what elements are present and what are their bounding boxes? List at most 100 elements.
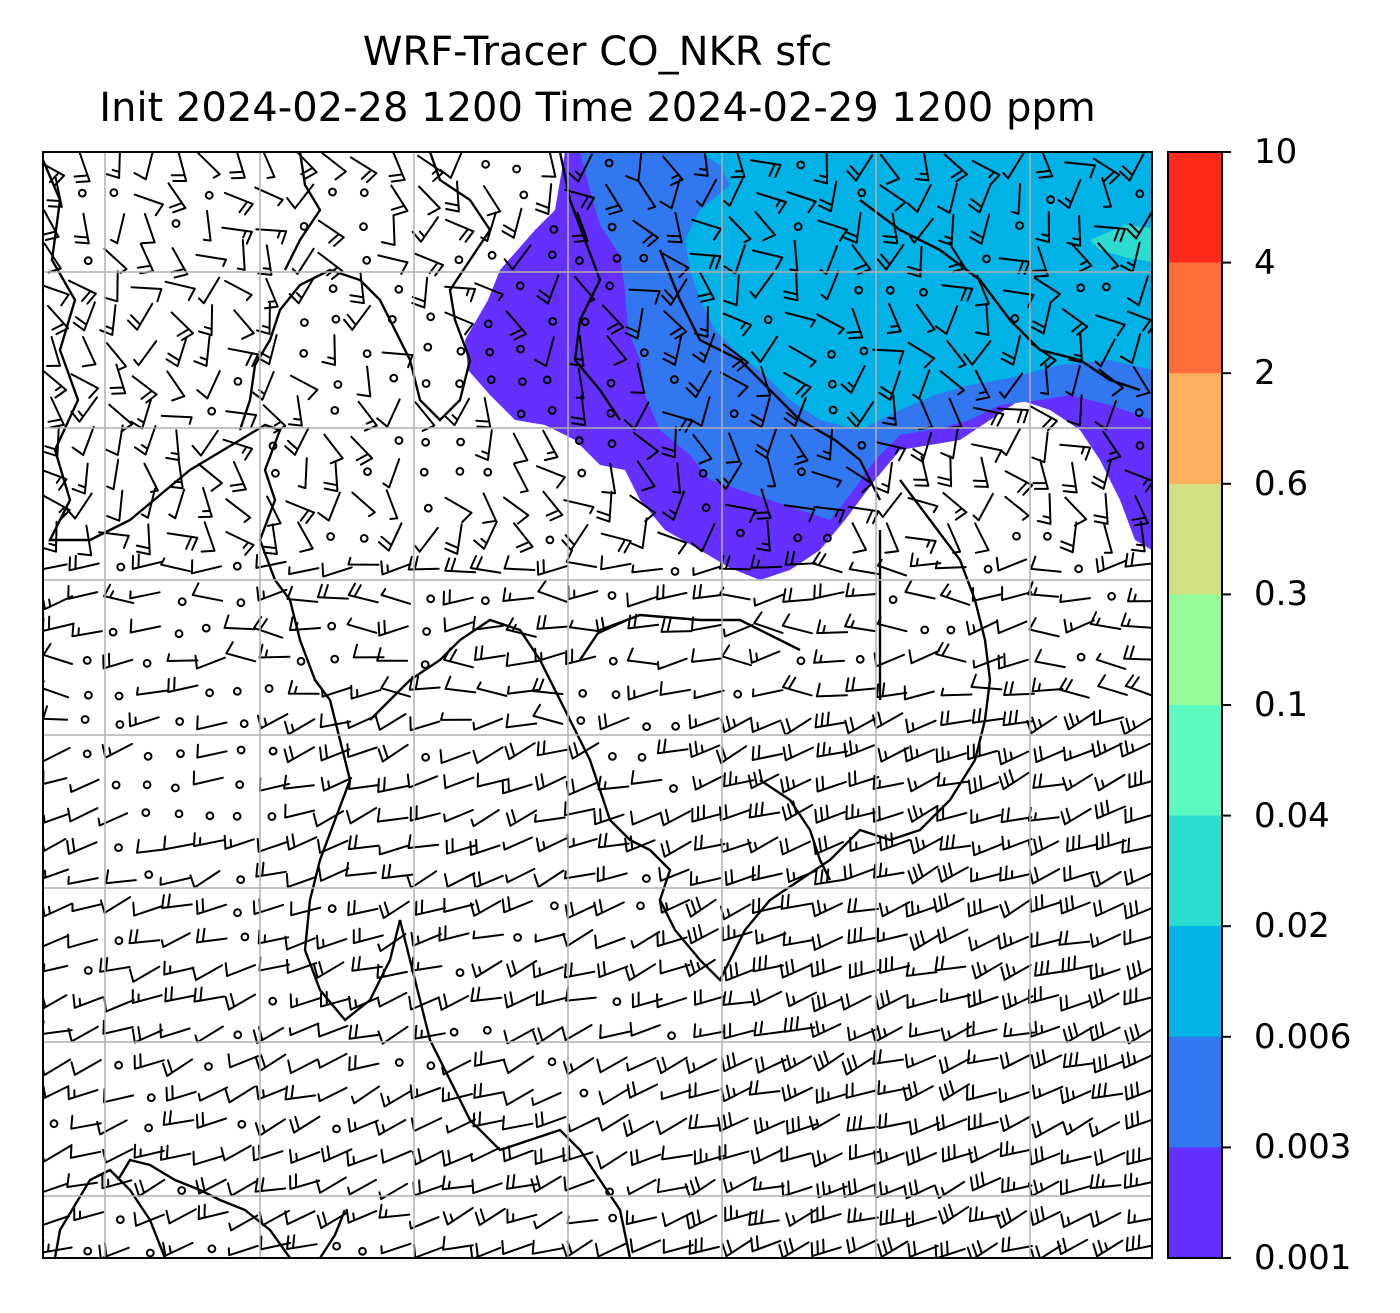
wind-barb (754, 428, 777, 459)
calm-wind-marker (116, 562, 126, 572)
calm-wind-marker (1010, 314, 1020, 323)
calm-wind-marker (114, 691, 124, 701)
calm-wind-marker (636, 901, 645, 911)
wind-barb (72, 993, 104, 1009)
colorbar-tick-label: 0.006 (1254, 1016, 1352, 1057)
wind-barb (905, 536, 937, 554)
calm-wind-marker (330, 406, 340, 415)
wind-barb (474, 429, 493, 461)
calm-wind-marker (358, 1246, 367, 1256)
wind-barb (483, 185, 502, 217)
wind-barb (473, 520, 498, 550)
wind-barb (1036, 152, 1054, 179)
wind-barb (974, 369, 991, 401)
wind-barb (907, 775, 939, 793)
calm-wind-marker (454, 255, 464, 265)
calm-wind-marker (235, 780, 245, 789)
wind-barb (377, 991, 408, 1008)
wind-barb (1003, 1022, 1036, 1038)
wind-barb (968, 1206, 1001, 1223)
calm-wind-marker (359, 188, 369, 198)
wind-barb (783, 504, 816, 523)
wind-barb (255, 228, 288, 245)
wind-barb (1093, 899, 1125, 917)
wind-barb (1059, 994, 1091, 1012)
wind-barb (193, 986, 226, 1003)
wind-barb (285, 833, 318, 851)
wind-barb (596, 1151, 628, 1170)
wind-barb (971, 961, 1003, 980)
wind-barb (843, 863, 875, 881)
wind-barb (747, 769, 780, 790)
wind-barb (750, 718, 782, 733)
wind-barb (843, 740, 875, 758)
wind-barb (284, 427, 310, 456)
wind-barb (879, 184, 907, 212)
wind-barb (380, 560, 412, 576)
wind-barb (845, 803, 877, 821)
wind-barb (288, 395, 303, 427)
wind-barb (685, 1058, 718, 1074)
wind-barb (410, 956, 443, 972)
wind-barb (1088, 988, 1120, 1009)
wind-barb (907, 341, 936, 369)
wind-barb (513, 463, 529, 494)
wind-barb (442, 589, 474, 606)
wind-barb (1066, 214, 1082, 247)
wind-barb (191, 964, 224, 981)
wind-barb (662, 334, 683, 366)
wind-barb (1089, 933, 1122, 948)
wind-barb (445, 1118, 477, 1134)
wind-barb (627, 613, 660, 630)
wind-barb (816, 428, 833, 461)
calm-wind-marker (83, 966, 93, 975)
wind-barb (909, 836, 942, 855)
wind-barb (321, 334, 336, 366)
wind-barb (474, 1050, 506, 1067)
calm-wind-marker (1074, 564, 1083, 574)
wind-barb (43, 643, 74, 665)
wind-barb (563, 499, 595, 515)
wind-barb (605, 183, 623, 216)
calm-wind-marker (576, 716, 586, 725)
wind-barb (692, 333, 716, 364)
wind-barb (1035, 211, 1050, 244)
wind-barb (722, 990, 755, 1006)
wind-barb (779, 958, 812, 979)
colorbar-tick-label: 10 (1254, 132, 1298, 172)
wind-barb (874, 441, 907, 462)
wind-barb (168, 488, 186, 520)
wind-barb (193, 832, 225, 848)
calm-wind-marker (422, 627, 432, 636)
wind-barb (695, 178, 718, 208)
wind-barb (943, 153, 968, 183)
wind-barb (66, 1173, 98, 1188)
wind-barb (752, 954, 784, 973)
wind-barb (597, 832, 630, 849)
wind-barb (816, 619, 849, 635)
wind-barb (629, 1021, 661, 1037)
wind-barb (470, 809, 500, 828)
wind-barb (195, 1177, 227, 1195)
wind-barb (567, 1117, 599, 1133)
wind-barb (846, 154, 874, 182)
wind-barb (409, 805, 441, 822)
wind-barb (723, 962, 756, 982)
wind-barb (754, 211, 776, 242)
wind-barb (875, 461, 893, 494)
calm-wind-marker (144, 1123, 154, 1133)
wind-barb (656, 738, 689, 755)
wind-barb (1121, 1051, 1152, 1069)
wind-barb (597, 1113, 629, 1132)
wind-barb (568, 742, 600, 760)
calm-wind-marker (333, 380, 343, 389)
colorbar-tick-label: 4 (1254, 242, 1276, 283)
wind-barb (875, 682, 908, 699)
wind-barb (262, 404, 287, 434)
calm-wind-marker (205, 811, 215, 821)
wind-barb (133, 1053, 165, 1070)
colorbar-segment (1168, 926, 1222, 1038)
calm-wind-marker (670, 375, 679, 384)
wind-barb (443, 774, 475, 790)
wind-barb (940, 988, 972, 1003)
